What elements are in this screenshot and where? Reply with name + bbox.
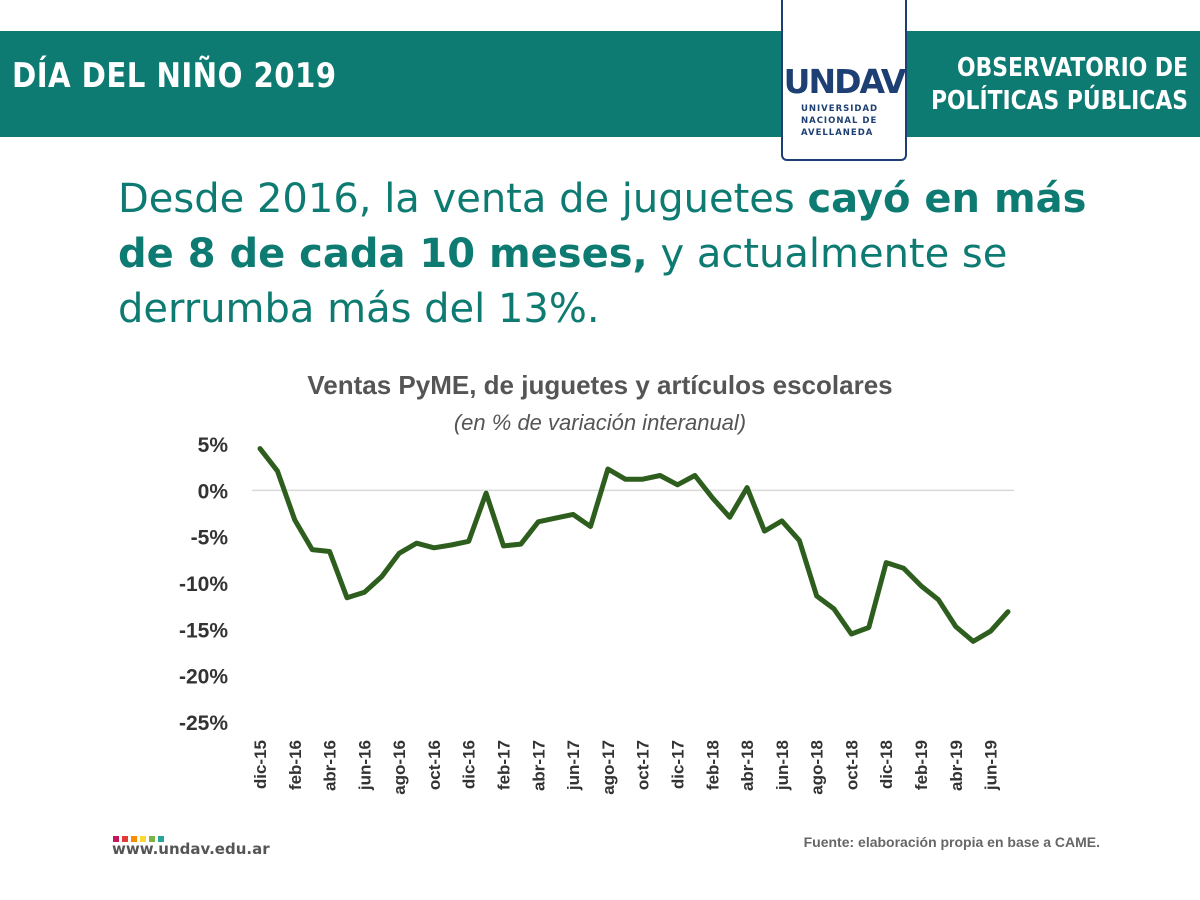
chart-title: Ventas PyME, de juguetes y artículos esc… <box>307 370 893 400</box>
x-tick-label: jun-17 <box>564 740 583 791</box>
brand-dot <box>158 836 164 842</box>
logo-line-1: UNIVERSIDAD <box>801 104 879 114</box>
x-tick-label: dic-16 <box>460 740 479 789</box>
x-tick-label: jun-16 <box>355 740 374 791</box>
x-tick-label: oct-16 <box>425 740 444 790</box>
logo-mark: UNDAV <box>783 62 907 101</box>
website-url[interactable]: www.undav.edu.ar <box>112 840 270 858</box>
logo-line-3: AVELLANEDA <box>801 128 874 138</box>
x-tick-label: dic-17 <box>668 740 687 789</box>
observatorio-line-2: POLÍTICAS PÚBLICAS <box>930 86 1188 116</box>
x-tick-label: abr-16 <box>321 740 340 791</box>
brand-dot <box>113 836 119 842</box>
y-tick-label: -25% <box>179 712 228 735</box>
x-tick-label: jun-18 <box>773 740 792 791</box>
y-tick-label: -10% <box>179 573 228 596</box>
series-line <box>257 446 1011 644</box>
y-tick-label: 5% <box>198 434 229 457</box>
observatorio-label: OBSERVATORIO DE POLÍTICAS PÚBLICAS <box>931 52 1188 118</box>
x-tick-label: dic-15 <box>251 740 270 789</box>
y-tick-label: -5% <box>191 527 229 550</box>
page-title: DÍA DEL NIÑO 2019 <box>12 56 337 96</box>
y-tick-label: 0% <box>198 480 229 503</box>
x-tick-label: ago-18 <box>808 740 827 795</box>
brand-dot <box>131 836 137 842</box>
x-tick-label: feb-16 <box>286 740 305 790</box>
x-tick-label: ago-16 <box>390 740 409 795</box>
x-tick-label: feb-18 <box>703 740 722 790</box>
x-tick-label: abr-18 <box>738 740 757 791</box>
x-tick-label: abr-17 <box>529 740 548 791</box>
brand-dot <box>140 836 146 842</box>
y-tick-label: -15% <box>179 619 228 642</box>
header-banner <box>0 31 1200 137</box>
observatorio-line-1: OBSERVATORIO DE <box>957 53 1188 83</box>
headline: Desde 2016, la venta de juguetes cayó en… <box>118 172 1118 337</box>
x-tick-label: feb-19 <box>912 740 931 790</box>
headline-bold: cayó en más de 8 de cada 10 meses, <box>118 176 1087 277</box>
chart-subtitle: (en % de variación interanual) <box>453 410 747 435</box>
x-tick-label: jun-19 <box>982 740 1001 791</box>
headline-part-2: y actualmente se derrumba más del 13%. <box>118 231 1008 332</box>
x-tick-label: feb-17 <box>495 740 514 790</box>
source-note: Fuente: elaboración propia en base a CAM… <box>803 834 1100 850</box>
x-tick-label: oct-18 <box>842 740 861 790</box>
headline-part-1: Desde 2016, la venta de juguetes <box>118 176 808 222</box>
y-tick-label: -20% <box>179 666 228 689</box>
undav-logo: UNDAV UNIVERSIDAD NACIONAL DE AVELLANEDA <box>781 0 907 161</box>
x-tick-label: oct-17 <box>634 740 653 790</box>
x-tick-label: dic-18 <box>877 740 896 789</box>
x-tick-label: abr-19 <box>947 740 966 791</box>
logo-line-2: NACIONAL DE <box>801 116 878 126</box>
brand-dot <box>149 836 155 842</box>
brand-dots <box>113 829 167 847</box>
brand-dot <box>122 836 128 842</box>
x-tick-label: ago-17 <box>599 740 618 795</box>
